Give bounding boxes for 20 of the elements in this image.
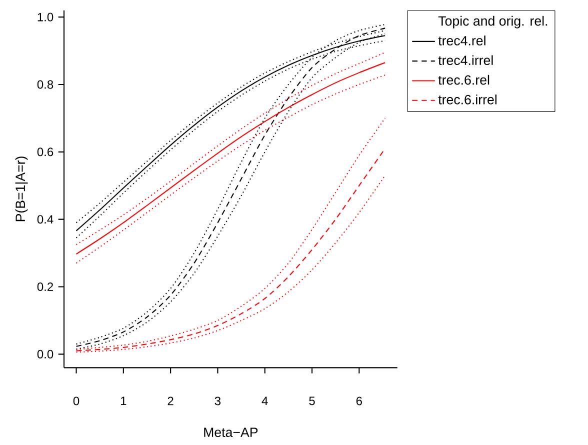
y-tick-label: 0.6 <box>37 148 54 156</box>
legend-title: Topic and orig. rel. <box>438 16 548 28</box>
x-tick-label: 5 <box>309 396 315 406</box>
x-tick-label: 3 <box>214 396 221 406</box>
legend-label: trec4.rel <box>438 36 486 46</box>
y-tick-label: 0.4 <box>37 215 54 224</box>
x-tick-label: 2 <box>168 396 174 406</box>
legend-label: trec.6.irrel <box>438 94 496 104</box>
legend-label: trec4.irrel <box>438 55 493 66</box>
x-axis-title: Meta−AP <box>204 428 258 437</box>
x-tick-label: 1 <box>120 396 126 405</box>
x-tick-label: 4 <box>262 396 268 405</box>
legend-label: trec.6.rel <box>438 74 490 85</box>
y-axis-title: P(B=1|A=r) <box>15 156 28 222</box>
x-tick-label: 0 <box>73 396 80 406</box>
y-tick-label: 0.8 <box>37 80 54 89</box>
x-tick-label: 6 <box>356 396 362 406</box>
y-tick-label: 0.0 <box>37 350 54 358</box>
y-tick-label: 1.0 <box>38 12 54 22</box>
y-tick-label: 0.2 <box>37 282 53 292</box>
